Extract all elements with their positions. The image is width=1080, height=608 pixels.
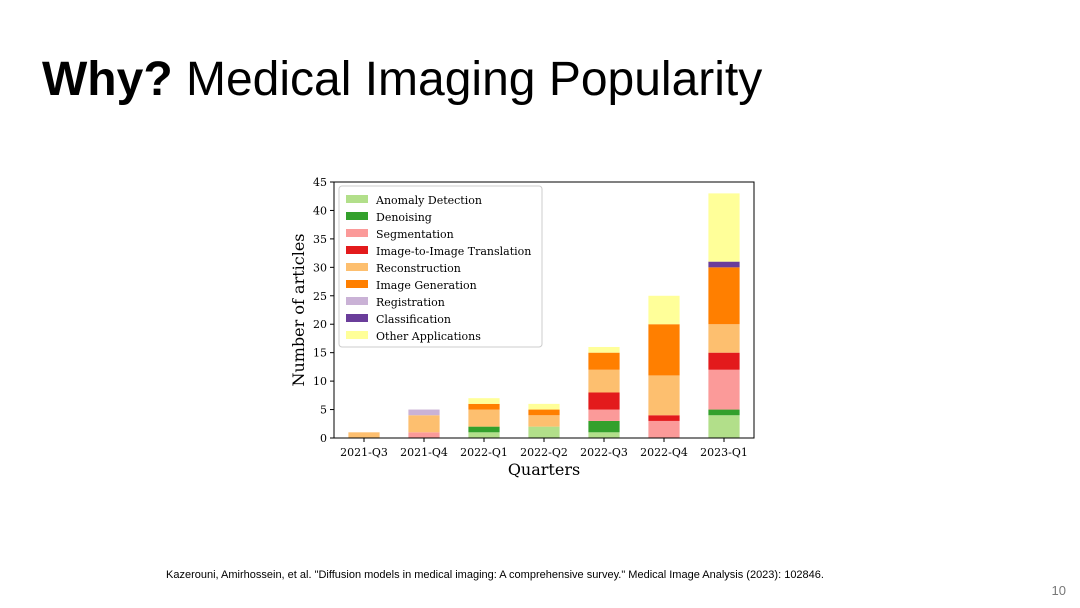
legend-label: Other Applications	[376, 330, 481, 343]
y-tick-label: 40	[313, 204, 327, 217]
bar-segment	[468, 398, 500, 404]
bar-segment	[708, 369, 740, 410]
x-axis-label: Quarters	[508, 460, 580, 479]
bar-segment	[408, 415, 440, 433]
legend-box	[338, 185, 543, 348]
y-axis-label: Number of articles	[289, 233, 308, 386]
y-tick-label: 10	[313, 375, 327, 388]
slide-title: Why? Medical Imaging Popularity	[42, 50, 762, 110]
x-tick-label: 2021-Q3	[340, 446, 388, 459]
y-tick-label: 35	[313, 233, 327, 246]
legend-swatch	[346, 314, 368, 322]
bar-segment	[588, 432, 620, 438]
slide-title-bold: Why?	[42, 53, 173, 106]
chart-container: 0 5 10 15 20 25 30 35 40 45 2021-Q3 2021-Q4 2022-Q1 2…	[280, 170, 770, 490]
bar-segment	[648, 415, 680, 421]
legend-label: Reconstruction	[376, 262, 461, 275]
legend-label: Registration	[376, 296, 445, 309]
bar-segment	[708, 267, 740, 325]
bar-segment	[708, 193, 740, 262]
bar-segment	[528, 409, 560, 416]
legend-label: Denoising	[376, 211, 432, 224]
bar-segment	[468, 409, 500, 427]
legend-label: Image-to-Image Translation	[376, 245, 531, 258]
legend-swatch	[346, 229, 368, 237]
legend: Anomaly Detection Denoising Segmentation Im…	[338, 185, 543, 348]
legend-label: Classification	[376, 313, 451, 326]
bar-segment	[588, 392, 620, 410]
legend-swatch	[346, 280, 368, 288]
bar-segment	[408, 432, 440, 438]
bar-segment	[708, 324, 740, 353]
bar-segment	[708, 352, 740, 370]
legend-label: Segmentation	[376, 228, 454, 241]
bar-segment	[708, 409, 740, 416]
x-tick-label: 2022-Q1	[460, 446, 508, 459]
bar-segment	[588, 420, 620, 433]
bar-segment	[468, 426, 500, 433]
page-number: 10	[1051, 583, 1066, 598]
bar-segment	[528, 403, 560, 410]
legend-swatch	[346, 297, 368, 305]
legend-swatch	[346, 195, 368, 203]
bar-segment	[528, 415, 560, 427]
y-tick-label: 30	[313, 261, 327, 274]
legend-swatch	[346, 263, 368, 271]
y-tick-label: 20	[313, 318, 327, 331]
y-tick-label: 25	[313, 290, 327, 303]
bar-segment	[468, 432, 500, 438]
citation: Kazerouni, Amirhossein, et al. "Diffusio…	[166, 569, 824, 581]
bar-segment	[588, 352, 620, 370]
bar-segment	[588, 346, 620, 353]
slide-title-rest: Medical Imaging Popularity	[185, 53, 763, 106]
bar-segment	[648, 324, 680, 376]
legend-label: Anomaly Detection	[375, 194, 482, 207]
x-tick-label: 2022-Q2	[520, 446, 568, 459]
bar-segment	[588, 409, 620, 421]
legend-label: Image Generation	[376, 279, 477, 292]
bar-segment	[468, 403, 500, 410]
bar-segment	[588, 369, 620, 393]
bar-segment	[708, 415, 740, 438]
bar-segment	[408, 409, 440, 416]
legend-swatch	[346, 212, 368, 220]
y-tick-label: 45	[313, 176, 327, 189]
bars-group	[348, 193, 740, 438]
y-tick-label: 0	[320, 432, 327, 445]
bar-segment	[348, 432, 380, 438]
bar-segment	[648, 375, 680, 416]
legend-swatch	[346, 246, 368, 254]
x-tick-label: 2021-Q4	[400, 446, 448, 459]
bar-segment	[708, 261, 740, 268]
bar-segment	[528, 426, 560, 438]
x-tick-label: 2022-Q4	[640, 446, 688, 459]
bar-segment	[648, 295, 680, 325]
bar-segment	[648, 420, 680, 438]
y-tick-label: 15	[313, 347, 327, 360]
x-tick-label: 2022-Q3	[580, 446, 628, 459]
legend-swatch	[346, 331, 368, 339]
y-tick-label: 5	[320, 404, 327, 417]
x-tick-label: 2023-Q1	[700, 446, 748, 459]
stacked-bar-chart: 0 5 10 15 20 25 30 35 40 45 2021-Q3 2021-Q4 2022-Q1 2…	[289, 176, 755, 479]
